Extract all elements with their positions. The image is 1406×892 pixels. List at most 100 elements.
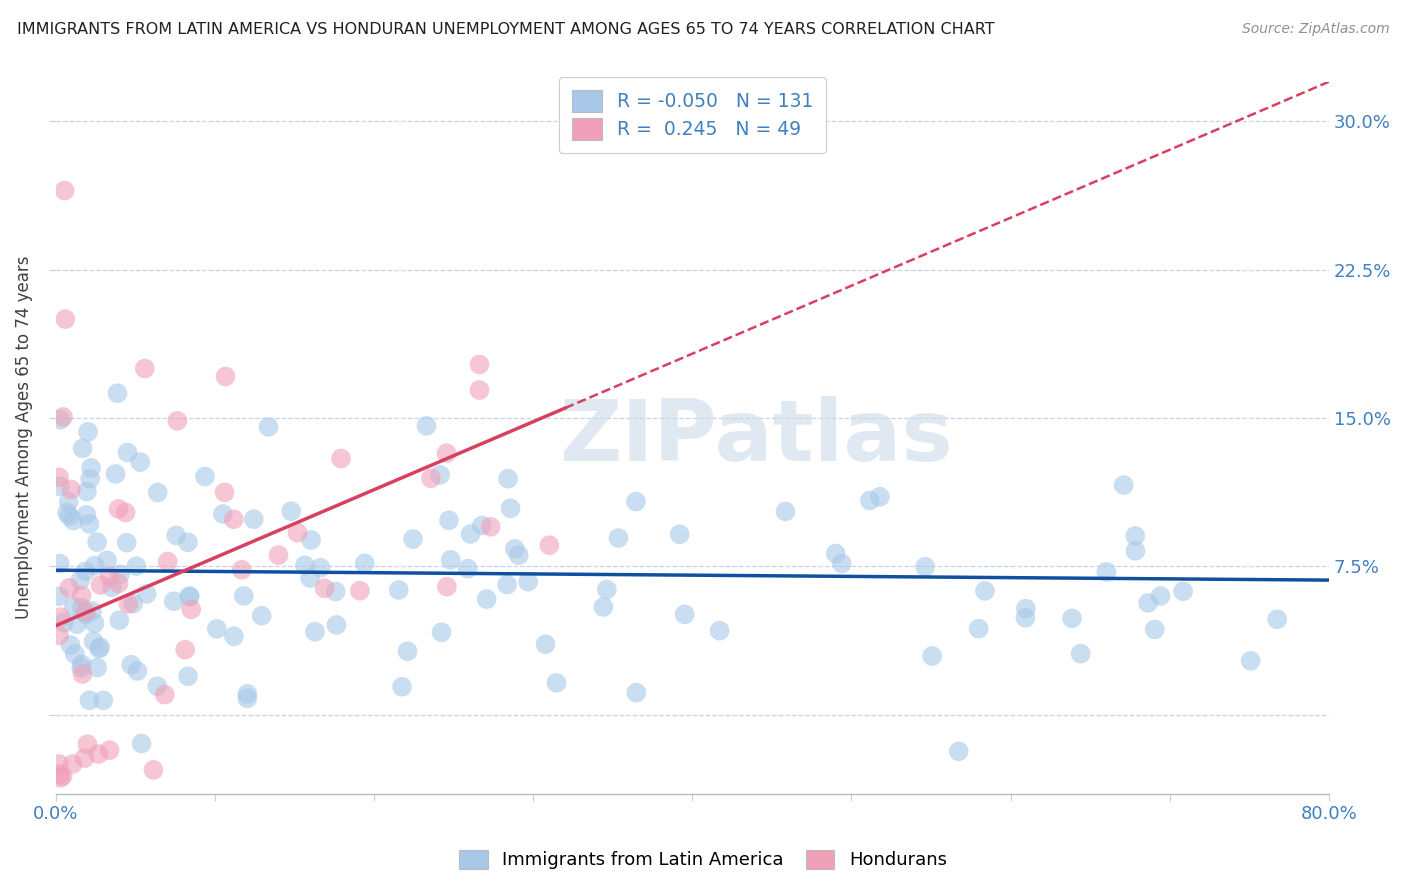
Point	[48, 470, 70, 484]
Point	[534, 637, 557, 651]
Point	[134, 361, 156, 376]
Point	[52, 615, 75, 630]
Point	[129, 455, 152, 469]
Point	[388, 582, 411, 597]
Point	[299, 571, 322, 585]
Point	[775, 504, 797, 518]
Point	[179, 589, 201, 603]
Point	[163, 594, 186, 608]
Point	[86, 660, 108, 674]
Point	[107, 386, 129, 401]
Point	[436, 446, 458, 460]
Point	[457, 562, 479, 576]
Point	[125, 559, 148, 574]
Point	[120, 657, 142, 672]
Point	[1112, 478, 1135, 492]
Point	[79, 472, 101, 486]
Point	[460, 527, 482, 541]
Point	[396, 644, 419, 658]
Point	[236, 691, 259, 706]
Point	[1143, 623, 1166, 637]
Point	[49, 413, 72, 427]
Point	[429, 467, 451, 482]
Point	[967, 622, 990, 636]
Point	[415, 418, 437, 433]
Point	[974, 583, 997, 598]
Point	[117, 445, 139, 459]
Point	[80, 461, 103, 475]
Text: ZIPatlas: ZIPatlas	[560, 396, 953, 479]
Point	[517, 574, 540, 589]
Point	[299, 533, 322, 547]
Point	[231, 563, 253, 577]
Point	[91, 693, 114, 707]
Point	[107, 502, 129, 516]
Point	[59, 638, 82, 652]
Point	[349, 583, 371, 598]
Point	[280, 504, 302, 518]
Point	[87, 641, 110, 656]
Point	[127, 664, 149, 678]
Point	[1149, 589, 1171, 603]
Point	[156, 555, 179, 569]
Point	[914, 559, 936, 574]
Point	[232, 589, 254, 603]
Point	[419, 471, 441, 485]
Point	[436, 580, 458, 594]
Point	[98, 569, 121, 583]
Point	[499, 501, 522, 516]
Point	[1123, 529, 1146, 543]
Point	[62, 757, 84, 772]
Point	[117, 597, 139, 611]
Point	[165, 528, 187, 542]
Point	[859, 493, 882, 508]
Point	[142, 763, 165, 777]
Point	[48, 557, 70, 571]
Point	[79, 516, 101, 531]
Point	[66, 617, 89, 632]
Point	[48, 590, 70, 604]
Point	[596, 582, 619, 597]
Point	[177, 669, 200, 683]
Point	[194, 469, 217, 483]
Point	[402, 532, 425, 546]
Legend: R = -0.050   N = 131, R =  0.245   N = 49: R = -0.050 N = 131, R = 0.245 N = 49	[558, 77, 827, 153]
Point	[430, 625, 453, 640]
Point	[1060, 611, 1083, 625]
Point	[58, 509, 80, 524]
Point	[538, 538, 561, 552]
Point	[626, 685, 648, 699]
Point	[314, 582, 336, 596]
Point	[63, 599, 86, 614]
Point	[1014, 611, 1036, 625]
Point	[98, 743, 121, 757]
Point	[75, 564, 97, 578]
Point	[87, 747, 110, 761]
Point	[76, 484, 98, 499]
Point	[76, 508, 98, 522]
Point	[709, 624, 731, 638]
Point	[48, 757, 70, 772]
Point	[108, 613, 131, 627]
Point	[52, 409, 75, 424]
Point	[1125, 544, 1147, 558]
Point	[70, 588, 93, 602]
Point	[146, 485, 169, 500]
Point	[96, 553, 118, 567]
Point	[1265, 612, 1288, 626]
Point	[77, 425, 100, 439]
Point	[135, 587, 157, 601]
Point	[304, 624, 326, 639]
Point	[72, 667, 94, 681]
Point	[475, 592, 498, 607]
Point	[222, 512, 245, 526]
Point	[83, 616, 105, 631]
Point	[60, 483, 83, 497]
Point	[69, 574, 91, 588]
Point	[496, 577, 519, 591]
Point	[673, 607, 696, 622]
Point	[75, 605, 97, 619]
Point	[179, 590, 201, 604]
Point	[79, 693, 101, 707]
Point	[607, 531, 630, 545]
